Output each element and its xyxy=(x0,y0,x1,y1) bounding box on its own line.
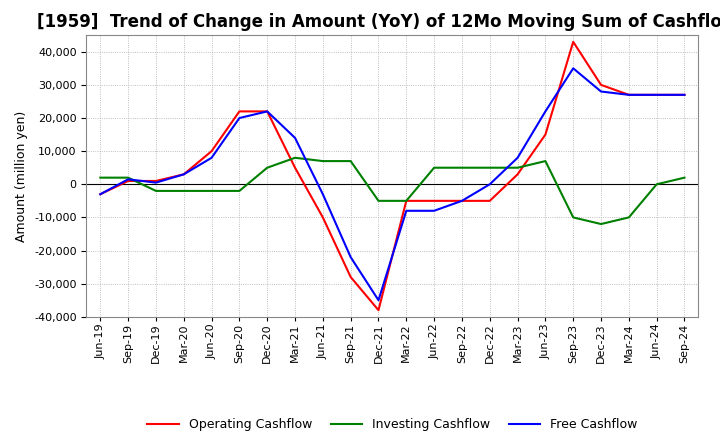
Operating Cashflow xyxy=(458,198,467,203)
Free Cashflow xyxy=(624,92,633,98)
Free Cashflow xyxy=(485,182,494,187)
Investing Cashflow xyxy=(680,175,689,180)
Investing Cashflow xyxy=(318,158,327,164)
Investing Cashflow xyxy=(346,158,355,164)
Free Cashflow xyxy=(318,191,327,197)
Operating Cashflow xyxy=(624,92,633,98)
Investing Cashflow xyxy=(207,188,216,194)
Free Cashflow xyxy=(152,180,161,185)
Operating Cashflow xyxy=(152,178,161,183)
Operating Cashflow xyxy=(96,191,104,197)
Investing Cashflow xyxy=(541,158,550,164)
Free Cashflow xyxy=(207,155,216,161)
Free Cashflow xyxy=(263,109,271,114)
Line: Free Cashflow: Free Cashflow xyxy=(100,68,685,300)
Free Cashflow xyxy=(680,92,689,98)
Investing Cashflow xyxy=(263,165,271,170)
Free Cashflow xyxy=(374,297,383,303)
Investing Cashflow xyxy=(291,155,300,161)
Operating Cashflow xyxy=(207,149,216,154)
Investing Cashflow xyxy=(152,188,161,194)
Line: Investing Cashflow: Investing Cashflow xyxy=(100,158,685,224)
Operating Cashflow xyxy=(680,92,689,98)
Investing Cashflow xyxy=(624,215,633,220)
Free Cashflow xyxy=(124,177,132,182)
Investing Cashflow xyxy=(179,188,188,194)
Investing Cashflow xyxy=(235,188,243,194)
Free Cashflow xyxy=(430,208,438,213)
Line: Operating Cashflow: Operating Cashflow xyxy=(100,42,685,310)
Operating Cashflow xyxy=(291,165,300,170)
Operating Cashflow xyxy=(346,275,355,280)
Investing Cashflow xyxy=(124,175,132,180)
Free Cashflow xyxy=(179,172,188,177)
Operating Cashflow xyxy=(430,198,438,203)
Investing Cashflow xyxy=(374,198,383,203)
Operating Cashflow xyxy=(179,172,188,177)
Title: [1959]  Trend of Change in Amount (YoY) of 12Mo Moving Sum of Cashflows: [1959] Trend of Change in Amount (YoY) o… xyxy=(37,13,720,31)
Free Cashflow xyxy=(513,155,522,161)
Investing Cashflow xyxy=(485,165,494,170)
Free Cashflow xyxy=(291,135,300,140)
Free Cashflow xyxy=(569,66,577,71)
Y-axis label: Amount (million yen): Amount (million yen) xyxy=(16,110,29,242)
Free Cashflow xyxy=(346,254,355,260)
Investing Cashflow xyxy=(513,165,522,170)
Investing Cashflow xyxy=(597,221,606,227)
Operating Cashflow xyxy=(263,109,271,114)
Free Cashflow xyxy=(235,115,243,121)
Investing Cashflow xyxy=(96,175,104,180)
Operating Cashflow xyxy=(569,39,577,44)
Operating Cashflow xyxy=(597,82,606,88)
Investing Cashflow xyxy=(458,165,467,170)
Operating Cashflow xyxy=(318,215,327,220)
Investing Cashflow xyxy=(652,182,661,187)
Operating Cashflow xyxy=(513,172,522,177)
Free Cashflow xyxy=(597,89,606,94)
Investing Cashflow xyxy=(402,198,410,203)
Free Cashflow xyxy=(96,191,104,197)
Operating Cashflow xyxy=(485,198,494,203)
Investing Cashflow xyxy=(569,215,577,220)
Operating Cashflow xyxy=(652,92,661,98)
Free Cashflow xyxy=(402,208,410,213)
Operating Cashflow xyxy=(402,198,410,203)
Investing Cashflow xyxy=(430,165,438,170)
Operating Cashflow xyxy=(374,308,383,313)
Operating Cashflow xyxy=(235,109,243,114)
Free Cashflow xyxy=(652,92,661,98)
Operating Cashflow xyxy=(124,178,132,183)
Operating Cashflow xyxy=(541,132,550,137)
Legend: Operating Cashflow, Investing Cashflow, Free Cashflow: Operating Cashflow, Investing Cashflow, … xyxy=(143,413,642,436)
Free Cashflow xyxy=(458,198,467,203)
Free Cashflow xyxy=(541,109,550,114)
